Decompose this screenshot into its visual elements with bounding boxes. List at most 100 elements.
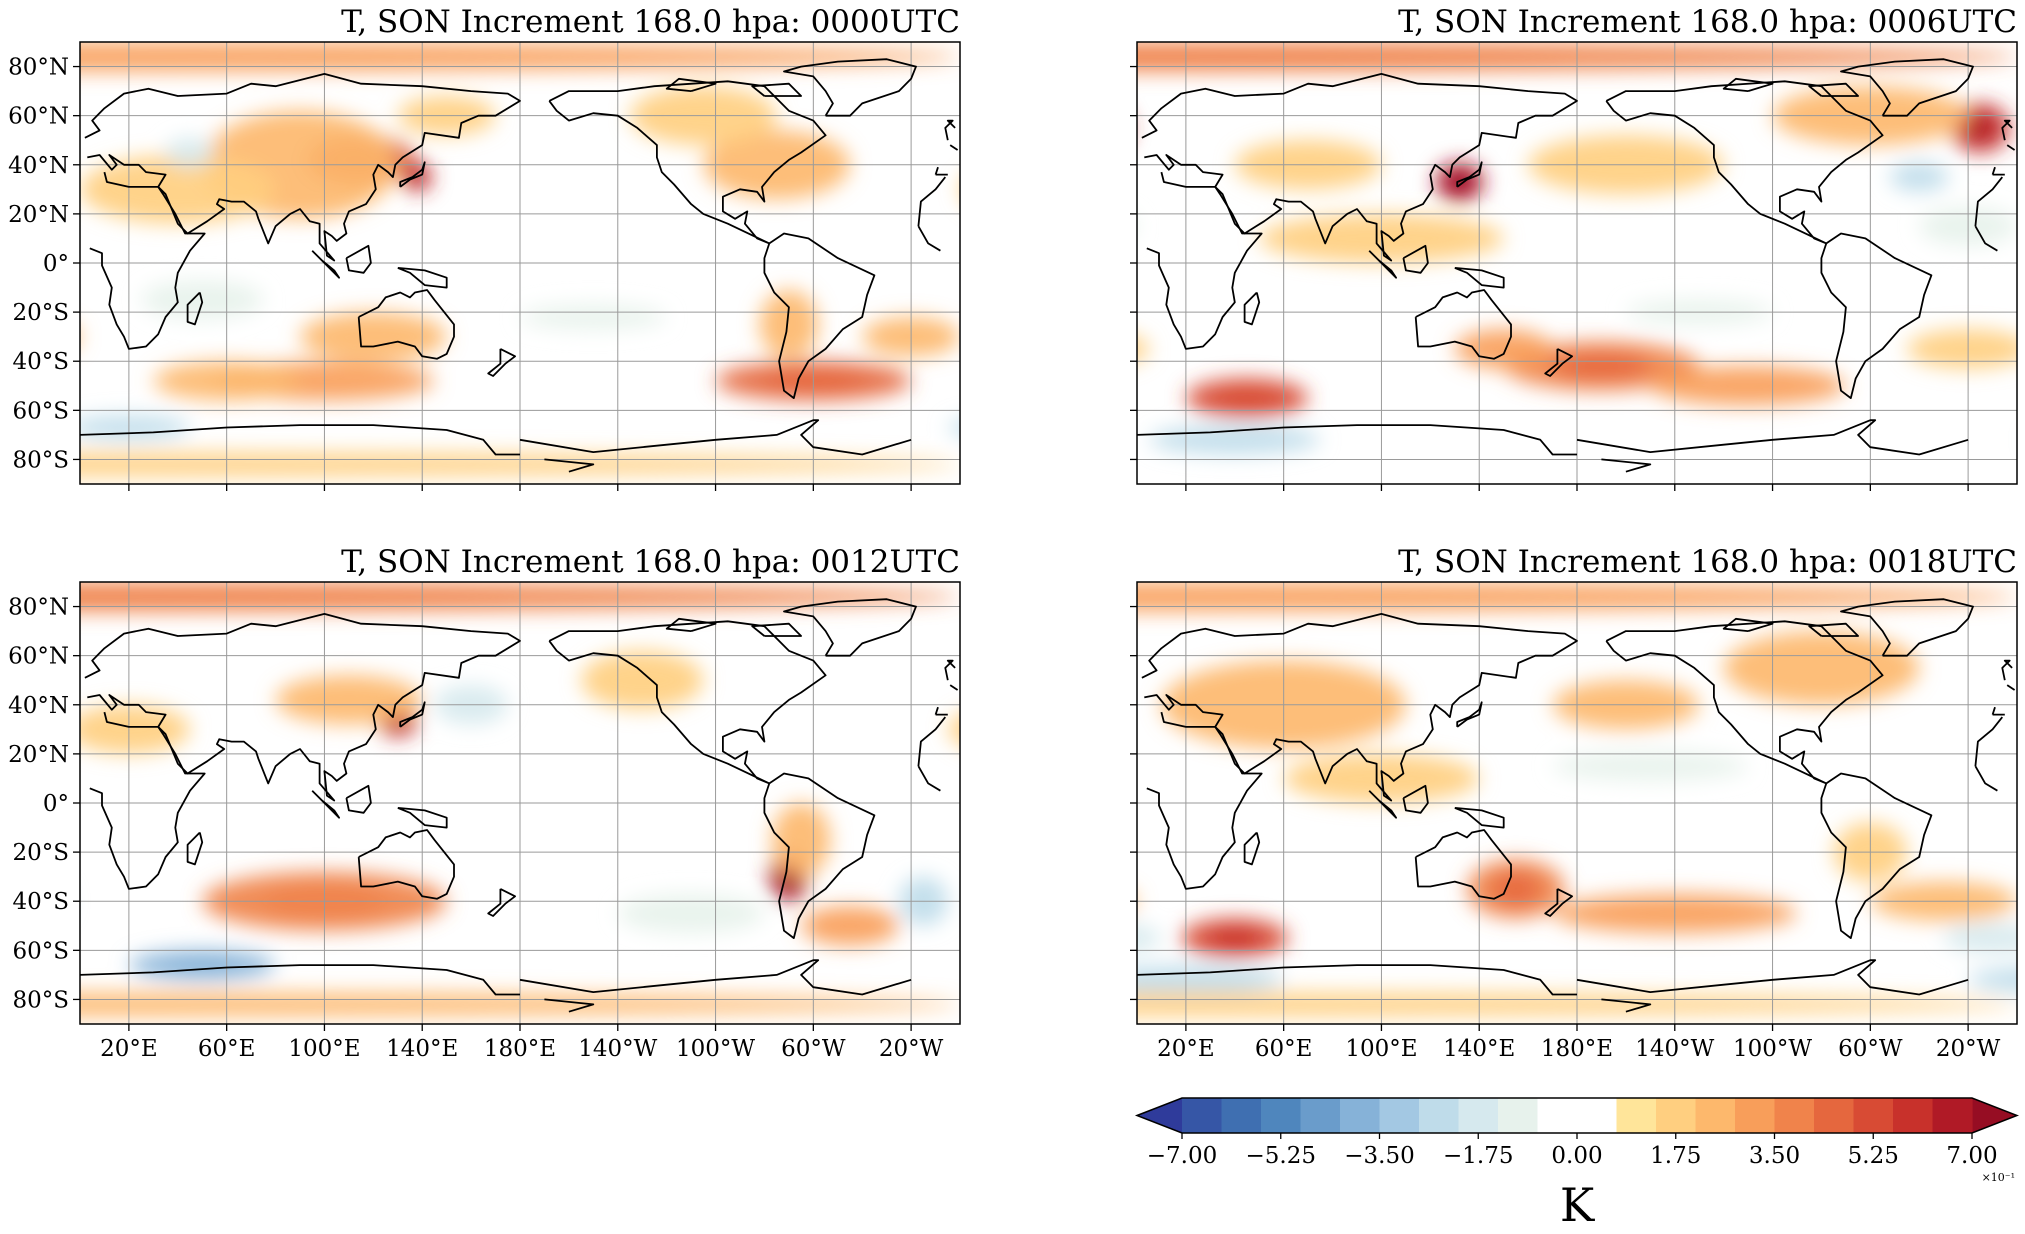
panel-title: T, SON Increment 168.0 hpa: 0012UTC (341, 544, 960, 580)
coastline (1137, 419, 1969, 456)
cold-anomaly (1039, 207, 1137, 246)
coastline (84, 613, 959, 802)
lat-tick-label: 0° (43, 791, 69, 817)
coastlines (1137, 58, 2016, 473)
coastline (397, 267, 448, 289)
warm-anomaly (954, 823, 1027, 882)
anomaly-core (1216, 387, 1278, 409)
lat-tick-label: 80°S (12, 447, 69, 473)
coastline (2001, 119, 2013, 141)
lon-tick-label: 180°E (484, 1036, 556, 1062)
coastline (548, 80, 827, 245)
cold-anomaly (520, 304, 667, 330)
coastline (89, 171, 947, 350)
lon-tick-label: 140°W (1635, 1036, 1714, 1062)
coastline (89, 711, 947, 890)
coastline (1402, 784, 1429, 814)
map-field (1010, 42, 2017, 484)
colorbar-segment (1577, 1098, 1618, 1133)
coastlines (80, 598, 959, 1013)
cold-anomaly (1137, 965, 1284, 995)
coastlines (80, 58, 959, 473)
coastline (751, 82, 802, 97)
colorbar-segment (1932, 1098, 1973, 1133)
coastline (1146, 171, 2004, 350)
lat-tick-label: 60°S (12, 938, 69, 964)
map-panel-1: T, SON Increment 168.0 hpa: 0006UTC (1010, 4, 2018, 491)
coastline (1141, 613, 2016, 802)
colorbar-segment (1735, 1098, 1776, 1133)
coastline (1454, 267, 1505, 289)
coastline (311, 790, 340, 819)
lon-tick-label: 60°E (198, 1036, 256, 1062)
coastline (548, 620, 827, 785)
lat-tick-label: 60°N (8, 104, 69, 130)
coastline (1414, 829, 1512, 900)
coastline (1544, 348, 1573, 377)
lat-tick-label: 20°N (8, 742, 69, 768)
coastline (1402, 244, 1429, 274)
warm-anomaly (947, 714, 960, 745)
map-panel-2: T, SON Increment 168.0 hpa: 0012UTC 80°N 6… (8, 544, 1119, 1062)
warm-anomaly (275, 675, 423, 725)
colorbar-tick-label: −1.75 (1443, 1143, 1513, 1169)
colorbar-segment (1261, 1098, 1302, 1133)
coastline (397, 807, 448, 829)
anomaly-core (165, 956, 239, 974)
gridlines (80, 582, 960, 1024)
coastline (311, 250, 340, 279)
colorbar-segment (1498, 1098, 1539, 1133)
coastline (1141, 73, 2016, 262)
lon-tick-label: 100°W (676, 1036, 755, 1062)
colorbar-segment (1340, 1098, 1381, 1133)
anomaly-core (1965, 114, 1996, 142)
cold-anomaly (617, 893, 765, 934)
coastline (1454, 807, 1505, 829)
colorbar-segment (1814, 1098, 1855, 1133)
coastline (1722, 77, 1774, 92)
gridlines (80, 42, 960, 484)
warm-anomaly (801, 906, 899, 946)
lon-tick-label: 140°E (1443, 1036, 1515, 1062)
colorbar-tick-label: 5.25 (1848, 1143, 1899, 1169)
coastline (1368, 250, 1397, 279)
warm-anomaly (771, 803, 831, 877)
coastline (84, 73, 959, 262)
coastline (944, 659, 956, 681)
colorbar-segment (1695, 1098, 1736, 1133)
coastline (1414, 289, 1512, 360)
coastline (487, 348, 516, 377)
anomaly-core (1137, 48, 1577, 65)
colorbar-segment (1458, 1098, 1499, 1133)
warm-anomaly (1650, 366, 1846, 406)
panel-title: T, SON Increment 168.0 hpa: 0018UTC (1398, 544, 2017, 580)
map-panel-0: T, SON Increment 168.0 hpa: 0000UTC 80°N 6… (8, 4, 1156, 491)
coastline (1722, 617, 1774, 632)
warm-anomaly (80, 704, 190, 754)
colorbar-segment (1182, 1098, 1223, 1133)
gridlines (1137, 582, 2017, 1024)
coastline (665, 77, 717, 92)
coastline (399, 701, 426, 728)
anomaly-core (80, 588, 520, 605)
colorbar-tick-label: 3.50 (1749, 1143, 1800, 1169)
lat-tick-label: 40°S (12, 349, 69, 375)
anomaly-core (1046, 957, 1119, 973)
coastline (1808, 82, 1859, 97)
warm-anomaly (1071, 103, 1130, 152)
lat-tick-label: 40°N (8, 153, 69, 179)
lat-tick-label: 60°N (8, 644, 69, 670)
anomaly-core (1207, 927, 1262, 949)
lat-tick-label: 60°S (12, 398, 69, 424)
colorbar-extend-max (1972, 1098, 2017, 1133)
coastline (1137, 959, 1969, 996)
warm-anomaly (960, 155, 1156, 224)
cold-anomaly (1010, 162, 1069, 191)
warm-anomaly (990, 882, 1137, 921)
map-field (80, 582, 1119, 1024)
lat-tick-label: 20°S (12, 300, 69, 326)
map-panel-3: T, SON Increment 168.0 hpa: 0018UTC 20°E 6… (954, 544, 2018, 1062)
coastline (1820, 232, 1933, 399)
colorbar-extend-min (1137, 1098, 1182, 1133)
lon-tick-label: 100°E (288, 1036, 360, 1062)
